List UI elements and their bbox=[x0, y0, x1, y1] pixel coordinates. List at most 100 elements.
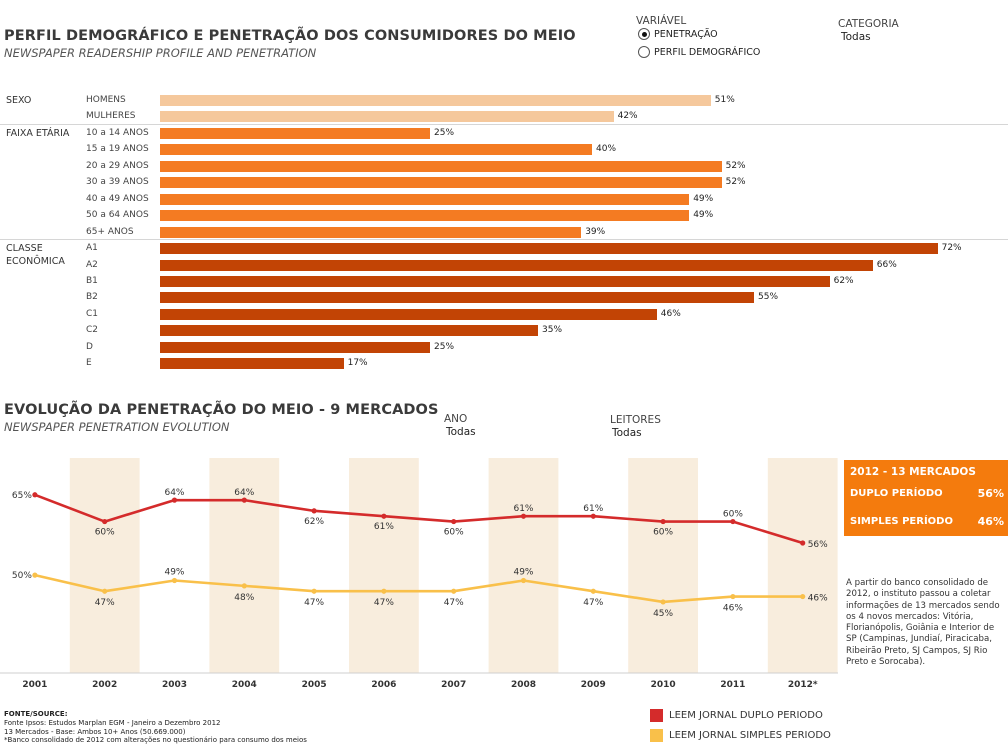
data-label: 49% bbox=[164, 568, 184, 578]
data-label: 65% bbox=[12, 491, 32, 501]
bar[interactable] bbox=[160, 177, 722, 189]
data-label: 50% bbox=[12, 571, 32, 581]
evolution-line-chart: 2001 2002 2003 2004 2005 2006 2007 2008 2009 2010… bbox=[0, 458, 838, 690]
bar[interactable] bbox=[160, 111, 614, 123]
data-label: 64% bbox=[234, 488, 254, 498]
x-tick-label: 2002 bbox=[92, 680, 117, 690]
data-label: 48% bbox=[234, 593, 254, 603]
bar[interactable] bbox=[160, 292, 754, 304]
bar[interactable] bbox=[160, 275, 830, 287]
shaded-column bbox=[209, 458, 280, 673]
series-line bbox=[34, 493, 804, 545]
bar[interactable] bbox=[160, 95, 711, 106]
data-point bbox=[171, 577, 178, 584]
ano-filter[interactable]: Todas bbox=[446, 426, 476, 438]
bar[interactable] bbox=[160, 243, 938, 255]
source-line: 13 Mercados - Base: Ambos 10+ Anos (50.6… bbox=[4, 727, 186, 736]
bar-value-label: 35% bbox=[542, 325, 563, 336]
shaded-column bbox=[628, 458, 698, 673]
bar-value-label: 55% bbox=[758, 292, 779, 303]
variavel-label: VARIÁVEL bbox=[636, 15, 687, 27]
categoria-filter[interactable]: Todas bbox=[841, 31, 871, 43]
data-label: 62% bbox=[304, 517, 324, 527]
group-label: SEXO bbox=[6, 95, 32, 106]
bar[interactable] bbox=[160, 144, 592, 156]
data-point bbox=[590, 588, 596, 594]
bar[interactable] bbox=[160, 325, 538, 337]
duplo-periodo-label: DUPLO PERÍODO bbox=[850, 488, 943, 499]
data-label: 56% bbox=[808, 540, 828, 550]
data-point bbox=[311, 508, 317, 514]
group-label: FAIXA ETÁRIA bbox=[6, 127, 70, 139]
radio-selected-icon bbox=[638, 28, 650, 40]
summary-panel-title: 2012 - 13 MERCADOS bbox=[850, 466, 976, 478]
leitores-filter[interactable]: Todas bbox=[612, 427, 642, 439]
data-label: 49% bbox=[513, 568, 533, 578]
bar[interactable] bbox=[160, 259, 873, 271]
ano-label: ANO bbox=[444, 413, 468, 425]
radio-option-label: PENETRAÇÃO bbox=[654, 28, 718, 40]
x-tick-label: 2007 bbox=[441, 680, 466, 690]
legend-swatch bbox=[650, 729, 663, 742]
group-separator bbox=[0, 123, 1008, 125]
category-label: 20 a 29 ANOS bbox=[86, 160, 149, 171]
bar-value-label: 62% bbox=[833, 275, 854, 286]
note-text: A partir do banco consolidado de 2012, o… bbox=[846, 578, 1000, 668]
radio-unselected-icon bbox=[638, 46, 650, 58]
data-label: 60% bbox=[653, 528, 673, 538]
data-label: 61% bbox=[583, 504, 603, 514]
category-label: MULHERES bbox=[86, 111, 136, 122]
data-label: 45% bbox=[653, 609, 673, 619]
legend-item-simples[interactable]: LEEM JORNAL SIMPLES PERIODO bbox=[650, 729, 831, 742]
group-separator bbox=[0, 239, 1008, 241]
shaded-column bbox=[349, 458, 419, 673]
category-label: A2 bbox=[86, 259, 98, 270]
profile-subtitle: NEWSPAPER READERSHIP PROFILE AND PENETRA… bbox=[4, 46, 317, 60]
legend-item-duplo[interactable]: LEEM JORNAL DUPLO PERIODO bbox=[650, 709, 823, 722]
bar[interactable] bbox=[160, 210, 690, 222]
shaded-column bbox=[69, 458, 140, 673]
data-label: 47% bbox=[95, 598, 115, 608]
data-point bbox=[730, 518, 736, 525]
radio-option-perfil[interactable]: PERFIL DEMOGRÁFICO bbox=[638, 46, 760, 58]
bar-value-label: 52% bbox=[725, 160, 746, 171]
evolution-subtitle: NEWSPAPER PENETRATION EVOLUTION bbox=[4, 420, 230, 434]
data-point bbox=[660, 518, 666, 525]
bar[interactable] bbox=[160, 358, 344, 370]
data-point bbox=[381, 588, 387, 594]
data-point bbox=[311, 588, 317, 594]
bar[interactable] bbox=[160, 193, 690, 205]
bar[interactable] bbox=[160, 341, 430, 353]
legend-swatch bbox=[650, 709, 663, 722]
data-label: 60% bbox=[444, 528, 464, 538]
bar-value-label: 66% bbox=[876, 259, 897, 270]
x-tick-label: 2011 bbox=[720, 680, 745, 690]
category-label: 15 a 19 ANOS bbox=[86, 144, 149, 155]
category-label: D bbox=[86, 341, 93, 352]
bar[interactable] bbox=[160, 226, 582, 238]
bar-value-label: 39% bbox=[585, 226, 606, 237]
data-label: 60% bbox=[95, 528, 115, 538]
evolution-title: EVOLUÇÃO DA PENETRAÇÃO DO MEIO - 9 MERCA… bbox=[4, 402, 439, 418]
bar-value-label: 40% bbox=[596, 144, 617, 155]
radio-option-penetracao[interactable]: PENETRAÇÃO bbox=[638, 28, 718, 40]
source-line: *Banco consolidado de 2012 com alteraçõe… bbox=[4, 736, 307, 745]
shaded-column bbox=[767, 458, 838, 673]
simples-periodo-label: SIMPLES PERÍODO bbox=[850, 516, 953, 527]
category-label: 50 a 64 ANOS bbox=[86, 210, 149, 221]
data-point bbox=[102, 588, 108, 594]
data-point bbox=[102, 518, 108, 525]
category-label: HOMENS bbox=[86, 95, 126, 105]
data-label: 46% bbox=[723, 604, 743, 614]
bar[interactable] bbox=[160, 308, 657, 320]
category-label: 30 a 39 ANOS bbox=[86, 177, 149, 188]
bar[interactable] bbox=[160, 127, 430, 139]
data-label: 61% bbox=[374, 522, 394, 532]
bar[interactable] bbox=[160, 160, 722, 172]
data-point bbox=[241, 497, 247, 503]
data-point bbox=[32, 492, 38, 498]
x-tick-label: 2003 bbox=[162, 680, 187, 690]
data-label: 64% bbox=[164, 488, 184, 498]
data-label: 47% bbox=[374, 598, 394, 608]
category-label: 10 a 14 ANOS bbox=[86, 127, 149, 138]
